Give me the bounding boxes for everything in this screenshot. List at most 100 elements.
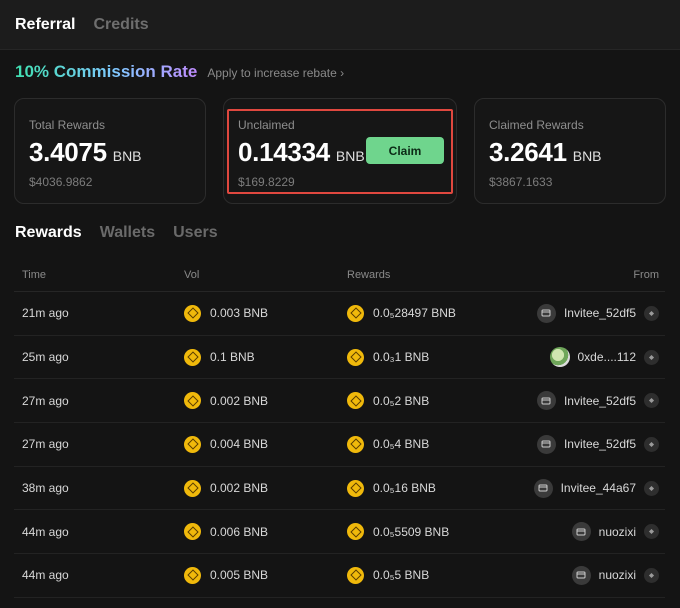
bnb-coin-icon xyxy=(184,523,201,541)
bnb-chain-icon xyxy=(644,349,659,365)
bnb-coin-icon xyxy=(347,348,364,366)
wallet-icon xyxy=(536,391,556,411)
row-from: nuozixi xyxy=(571,522,659,542)
row-from-name[interactable]: 0xde....112 xyxy=(577,350,637,365)
row-from: Invitee_44a67 xyxy=(533,478,659,498)
row-rewards-value: 0.0₅28497 BNB xyxy=(373,306,456,321)
row-vol: 0.006 BNB xyxy=(184,523,268,541)
bnb-coin-icon xyxy=(184,304,201,322)
rewards-sub-tabs: Rewards Wallets Users xyxy=(15,224,218,242)
table-row[interactable]: 38m ago 0.002 BNB 0.0₅16 BNB Invitee_44a67 xyxy=(14,467,665,511)
tab-wallets[interactable]: Wallets xyxy=(99,224,156,241)
unclaimed-unit: BNB xyxy=(335,148,365,164)
unclaimed-highlight-box xyxy=(227,109,453,194)
row-rewards: 0.0₅2 BNB xyxy=(347,392,429,410)
claimed-rewards-label: Claimed Rewards xyxy=(489,118,584,132)
unclaimed-value: 0.14334 xyxy=(238,137,330,167)
bnb-coin-icon xyxy=(347,392,364,410)
row-from-name[interactable]: Invitee_52df5 xyxy=(563,306,636,321)
total-rewards-usd: $4036.9862 xyxy=(29,175,93,189)
table-row[interactable]: 21m ago 0.003 BNB 0.0₅28497 BNB Invitee_52d… xyxy=(14,292,665,336)
bnb-coin-icon xyxy=(347,304,364,322)
claim-button[interactable]: Claim xyxy=(366,137,444,164)
row-rewards-value: 0.0₅5 BNB xyxy=(373,568,430,583)
row-rewards-value: 0.0₃1 BNB xyxy=(373,350,430,365)
row-rewards: 0.0₅28497 BNB xyxy=(347,304,456,322)
row-from: 0xde....112 xyxy=(549,347,659,368)
wallet-icon xyxy=(536,303,556,323)
table-row[interactable]: 44m ago 0.005 BNB 0.0₅5 BNB nuozixi xyxy=(14,554,665,598)
unclaimed-usd: $169.8229 xyxy=(238,175,295,189)
tab-rewards[interactable]: Rewards xyxy=(15,224,82,241)
row-from: Invitee_52df5 xyxy=(536,303,659,323)
bnb-chain-icon xyxy=(644,305,659,321)
row-rewards: 0.0₃1 BNB xyxy=(347,348,430,366)
table-row[interactable]: 44m ago 0.006 BNB 0.0₅5509 BNB nuozixi xyxy=(14,510,665,555)
bnb-coin-icon xyxy=(184,566,201,584)
row-time: 44m ago xyxy=(22,568,69,583)
header-vol: Vol xyxy=(184,268,200,281)
row-vol-value: 0.004 BNB xyxy=(210,437,269,452)
claimed-rewards-value: 3.2641 xyxy=(489,137,567,167)
unclaimed-value-row: 0.14334 BNB xyxy=(238,137,442,168)
table-row[interactable]: 27m ago 0.004 BNB 0.0₅4 BNB Invitee_52df5 xyxy=(14,423,665,467)
row-time: 27m ago xyxy=(22,437,69,452)
row-time: 25m ago xyxy=(22,350,69,365)
row-time: 27m ago xyxy=(22,393,69,408)
row-from-name[interactable]: Invitee_52df5 xyxy=(563,437,636,452)
row-vol: 0.003 BNB xyxy=(184,304,269,322)
row-rewards: 0.0₅16 BNB xyxy=(347,479,436,497)
tab-users[interactable]: Users xyxy=(173,224,218,241)
row-vol-value: 0.002 BNB xyxy=(210,481,269,496)
commission-rate: 10% Commission Rate xyxy=(15,62,198,81)
top-tab-bar: Referral Credits xyxy=(0,0,680,50)
row-from: Invitee_52df5 xyxy=(536,434,659,454)
row-from: Invitee_52df5 xyxy=(536,391,659,411)
row-from-name[interactable]: nuozixi xyxy=(598,524,636,539)
row-vol: 0.004 BNB xyxy=(184,435,269,453)
tab-referral[interactable]: Referral xyxy=(15,15,76,33)
row-vol-value: 0.002 BNB xyxy=(210,393,269,408)
bnb-coin-icon xyxy=(347,479,364,497)
commission-banner: 10% Commission Rate Apply to increase re… xyxy=(15,62,344,82)
row-vol-value: 0.003 BNB xyxy=(210,306,269,321)
row-vol: 0.1 BNB xyxy=(184,348,255,366)
row-from-name[interactable]: Invitee_44a67 xyxy=(560,481,636,496)
bnb-chain-icon xyxy=(644,436,659,452)
row-vol: 0.005 BNB xyxy=(184,566,269,584)
header-time: Time xyxy=(22,268,47,281)
claimed-rewards-usd: $3867.1633 xyxy=(489,175,553,189)
row-from-name[interactable]: Invitee_52df5 xyxy=(563,393,636,408)
bnb-coin-icon xyxy=(184,392,201,410)
total-rewards-value-row: 3.4075 BNB xyxy=(29,137,191,168)
total-rewards-card: Total Rewards 3.4075 BNB $4036.9862 xyxy=(14,98,206,204)
wallet-icon xyxy=(571,522,591,542)
row-rewards-value: 0.0₅4 BNB xyxy=(373,437,430,452)
row-vol-value: 0.005 BNB xyxy=(210,568,269,583)
row-vol: 0.002 BNB xyxy=(184,479,269,497)
apply-increase-rebate-link[interactable]: Apply to increase rebate › xyxy=(207,66,345,80)
tab-credits[interactable]: Credits xyxy=(93,15,149,33)
row-rewards-value: 0.0₅5509 BNB xyxy=(373,524,450,539)
user-avatar xyxy=(549,347,570,368)
unclaimed-label: Unclaimed xyxy=(238,118,295,132)
row-time: 44m ago xyxy=(22,524,69,539)
header-rewards: Rewards xyxy=(347,268,391,281)
bnb-chain-icon xyxy=(644,567,659,583)
bnb-chain-icon xyxy=(644,480,659,496)
bnb-coin-icon xyxy=(347,435,364,453)
rewards-table: Time Vol Rewards From 21m ago 0.003 BNB 0.… xyxy=(14,258,665,598)
total-rewards-unit: BNB xyxy=(112,148,142,164)
wallet-icon xyxy=(533,478,553,498)
claimed-rewards-unit: BNB xyxy=(572,148,602,164)
row-from-name[interactable]: nuozixi xyxy=(598,568,636,583)
bnb-coin-icon xyxy=(347,566,364,584)
bnb-chain-icon xyxy=(644,524,659,540)
bnb-coin-icon xyxy=(184,348,201,366)
row-time: 21m ago xyxy=(22,306,69,321)
table-row[interactable]: 25m ago 0.1 BNB 0.0₃1 BNB 0xde....112 xyxy=(14,336,665,380)
header-from: From xyxy=(633,268,659,281)
bnb-chain-icon xyxy=(644,393,659,409)
row-vol-value: 0.1 BNB xyxy=(210,350,255,365)
table-row[interactable]: 27m ago 0.002 BNB 0.0₅2 BNB Invitee_52df5 xyxy=(14,379,665,424)
